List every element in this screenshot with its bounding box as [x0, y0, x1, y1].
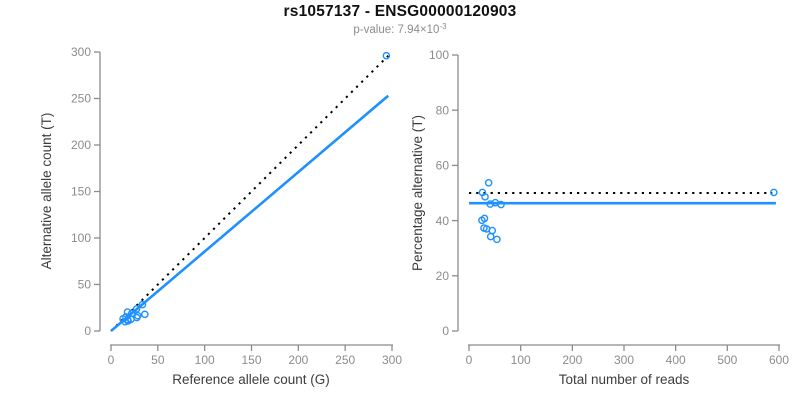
- scatter-point: [123, 308, 132, 316]
- figure-subtitle: p-value: 7.94×10-3: [0, 22, 800, 36]
- pvalue-base: ×10: [419, 24, 440, 36]
- identity-dotted-line: [110, 55, 389, 332]
- x-tick-label: 100: [511, 353, 531, 367]
- x-axis-title: Total number of reads: [559, 372, 690, 387]
- scatter-point: [478, 216, 486, 225]
- y-tick-label: 300: [71, 45, 91, 59]
- scatter-point: [486, 200, 494, 208]
- scatter-point: [484, 178, 493, 187]
- x-tick-label: 150: [241, 353, 261, 367]
- y-tick-label: 0: [442, 324, 449, 338]
- x-tick-label: 600: [769, 353, 789, 367]
- x-tick-label: 500: [717, 353, 737, 367]
- x-tick-label: 250: [335, 353, 355, 367]
- scatter-point: [382, 51, 391, 60]
- y-tick-label: 0: [84, 324, 91, 338]
- y-axis-title: Alternative allele count (T): [39, 113, 54, 270]
- y-tick-label: 80: [436, 103, 450, 117]
- x-axis-title: Reference allele count (G): [172, 372, 330, 387]
- y-tick-label: 60: [436, 159, 450, 173]
- scatter-point: [770, 188, 778, 197]
- x-tick-label: 300: [614, 353, 634, 367]
- x-tick-label: 0: [466, 353, 473, 367]
- y-tick-label: 50: [78, 278, 92, 292]
- scatter-point: [141, 310, 149, 319]
- x-tick-label: 0: [108, 353, 115, 367]
- x-tick-label: 50: [151, 353, 165, 367]
- pvalue-exponent: -3: [439, 22, 447, 31]
- pvalue-text: p-value: 7.94: [353, 24, 420, 36]
- y-tick-label: 200: [71, 138, 91, 152]
- scatter-point: [133, 313, 141, 322]
- figure-title: rs1057137 - ENSG00000120903: [283, 3, 517, 20]
- scatter-point: [138, 300, 147, 309]
- y-axis-title: Percentage alternative (T): [410, 115, 425, 271]
- y-tick-label: 150: [71, 185, 91, 199]
- scatter-point: [493, 235, 501, 244]
- fit-line: [110, 94, 390, 332]
- scatter-point: [132, 305, 141, 313]
- y-tick-label: 100: [429, 48, 449, 62]
- scatter-point: [481, 193, 489, 201]
- y-tick-label: 40: [436, 214, 450, 228]
- y-tick-label: 20: [436, 269, 450, 283]
- x-tick-label: 400: [666, 353, 686, 367]
- x-tick-label: 200: [562, 353, 582, 367]
- x-tick-label: 300: [382, 353, 402, 367]
- scatter-point: [486, 232, 495, 241]
- scatter-point: [497, 200, 505, 209]
- x-tick-label: 200: [288, 353, 308, 367]
- y-tick-label: 250: [71, 92, 91, 106]
- scatter-point: [488, 226, 497, 235]
- x-tick-label: 100: [195, 353, 215, 367]
- y-tick-label: 100: [71, 231, 91, 245]
